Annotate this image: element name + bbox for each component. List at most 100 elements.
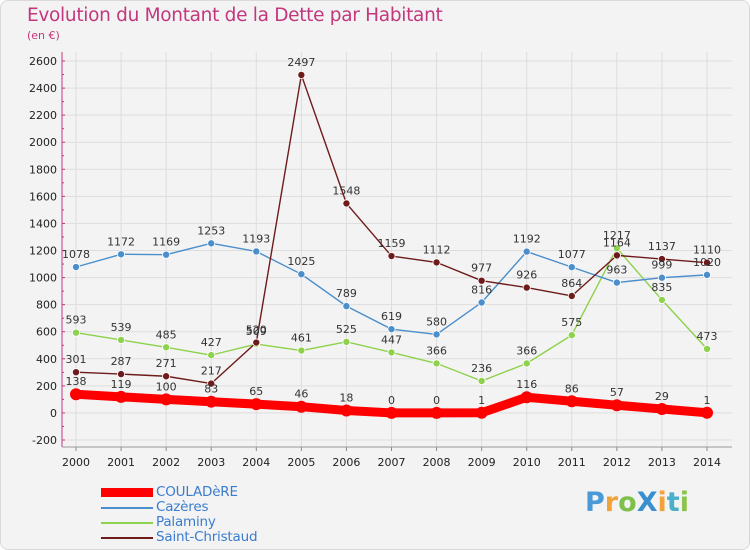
- data-point: [297, 70, 306, 79]
- data-label: 301: [66, 353, 87, 366]
- data-point: [612, 278, 621, 287]
- data-label: 485: [156, 328, 177, 341]
- data-point: [565, 395, 578, 408]
- data-point: [207, 239, 216, 248]
- y-tick-label: 2200: [29, 109, 57, 122]
- data-label: 461: [291, 332, 312, 345]
- y-tick-label: 2000: [29, 136, 57, 149]
- y-tick-label: 200: [36, 380, 57, 393]
- data-point: [162, 343, 171, 352]
- data-label: 1110: [693, 244, 721, 257]
- data-label: 789: [336, 287, 357, 300]
- data-label: 86: [565, 382, 579, 395]
- axes: -200020040060080010001200140016001800200…: [29, 52, 732, 469]
- y-tick-label: -200: [32, 434, 57, 447]
- data-point: [70, 388, 82, 401]
- data-point: [657, 295, 666, 304]
- x-tick-label: 2013: [648, 456, 676, 469]
- x-tick-label: 2001: [107, 456, 135, 469]
- data-label: 83: [204, 383, 218, 396]
- data-point: [162, 250, 171, 259]
- data-label: 0: [433, 394, 440, 407]
- chart-title: Evolution du Montant de la Dette par Hab…: [27, 5, 443, 26]
- data-label: 520: [246, 324, 267, 337]
- y-tick-label: 1600: [29, 190, 57, 203]
- data-label: 427: [201, 336, 222, 349]
- x-tick-label: 2002: [152, 456, 180, 469]
- data-point: [72, 368, 81, 377]
- data-label: 1: [478, 394, 485, 407]
- data-point: [612, 251, 621, 260]
- data-label: 46: [294, 388, 308, 401]
- data-label: 816: [471, 283, 492, 296]
- data-label: 1172: [107, 235, 135, 248]
- data-point: [340, 404, 353, 417]
- chart-subtitle: (en €): [27, 29, 60, 42]
- x-tick-label: 2007: [378, 456, 406, 469]
- data-point: [477, 376, 486, 385]
- logo-letter: P: [585, 487, 605, 518]
- legend-swatch: [101, 488, 153, 497]
- data-point: [342, 302, 351, 311]
- data-point: [432, 359, 441, 368]
- data-point: [701, 406, 713, 419]
- data-point: [477, 276, 486, 285]
- data-point: [567, 331, 576, 340]
- y-tick-label: 800: [36, 299, 57, 312]
- data-label: 1078: [62, 248, 90, 261]
- data-label: 18: [339, 391, 353, 404]
- data-label: 1: [704, 394, 711, 407]
- logo-letter: X: [636, 487, 658, 518]
- data-label: 1217: [603, 229, 631, 242]
- x-tick-label: 2003: [197, 456, 225, 469]
- legend-swatch: [101, 537, 153, 539]
- data-point: [610, 399, 623, 412]
- data-label: 1020: [693, 256, 721, 269]
- data-label: 447: [381, 333, 402, 346]
- data-point: [72, 263, 81, 272]
- data-point: [703, 270, 712, 279]
- data-label: 65: [249, 385, 263, 398]
- y-tick-label: 2600: [29, 55, 57, 68]
- data-point: [567, 263, 576, 272]
- data-label: 539: [111, 321, 132, 334]
- data-point: [567, 291, 576, 300]
- data-label: 525: [336, 323, 357, 336]
- data-label: 1164: [603, 236, 631, 249]
- data-point: [342, 199, 351, 208]
- legend-label: Saint-Christaud: [156, 529, 258, 545]
- legend-label: Cazères: [156, 499, 209, 515]
- series-lines: [70, 70, 713, 419]
- x-tick-label: 2008: [423, 456, 451, 469]
- data-label: 864: [561, 277, 582, 290]
- data-point: [115, 390, 128, 403]
- data-point: [387, 252, 396, 261]
- y-tick-label: 1000: [29, 272, 57, 285]
- legend-label: COULADèRE: [156, 484, 238, 500]
- y-tick-label: 0: [50, 407, 57, 420]
- data-point: [297, 346, 306, 355]
- legend-swatch: [101, 522, 153, 524]
- data-label: 1137: [648, 240, 676, 253]
- data-point: [385, 406, 398, 419]
- data-point: [475, 406, 488, 419]
- data-label: 287: [111, 355, 132, 368]
- data-point: [295, 400, 308, 413]
- y-tick-label: 1400: [29, 217, 57, 230]
- data-label: 999: [651, 259, 672, 272]
- data-point: [72, 328, 81, 337]
- data-label: 1253: [197, 224, 225, 237]
- legend-swatch: [101, 507, 153, 509]
- data-point: [657, 273, 666, 282]
- data-point: [432, 330, 441, 339]
- data-label: 509: [246, 325, 267, 338]
- y-tick-label: 1800: [29, 163, 57, 176]
- data-label: 575: [561, 316, 582, 329]
- x-tick-label: 2010: [513, 456, 541, 469]
- data-label: 835: [651, 281, 672, 294]
- data-label: 1169: [152, 236, 180, 249]
- logo-letter: r: [604, 487, 619, 518]
- data-label: 236: [471, 362, 492, 375]
- data-point: [703, 258, 712, 267]
